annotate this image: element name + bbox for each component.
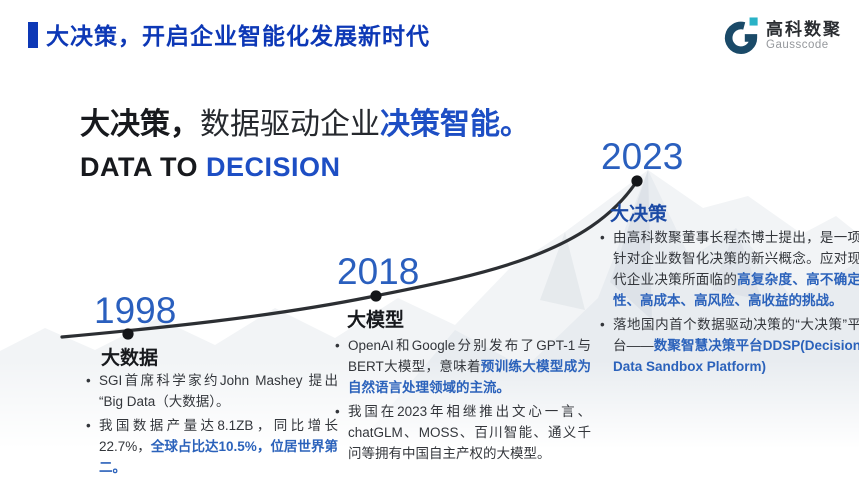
hero-line1-seg2: 数据驱动企业 [200, 108, 380, 141]
milestone-bullets-2023: 由高科数聚董事长程杰博士提出，是一项针对企业数智化决策的新兴概念。应对现代企业决… [598, 227, 859, 380]
list-item: OpenAI和Google分别发布了GPT-1与BERT大模型，意味着预训练大模… [333, 335, 591, 398]
header-accent-bar [28, 22, 38, 48]
mountain-facet-3 [540, 232, 585, 310]
milestone-dot-2018 [370, 290, 382, 302]
list-item: 我国数据产量达8.1ZB，同比增长22.7%，全球占比达10.5%，位居世界第二… [84, 415, 338, 478]
bullet-text: OpenAI和Google分别发布了GPT-1与BERT大模型，意味着 [348, 338, 591, 374]
bullet-text: 我国数据产量达8.1ZB，同比增长22.7%， [99, 418, 338, 454]
milestone-year-2018: 2018 [337, 251, 420, 292]
growth-curve [60, 179, 639, 339]
milestone-dot-1998 [122, 328, 134, 340]
page-title: 大决策，开启企业智能化发展新时代 [46, 23, 430, 49]
hero-line1-seg1: 大决策， [80, 108, 200, 141]
milestone-year-1998: 1998 [94, 290, 177, 331]
list-item: 我国在2023年相继推出文心一言、chatGLM、MOSS、百川智能、通义千问等… [333, 401, 591, 464]
milestone-title-1998: 大数据 [101, 348, 159, 369]
bullet-text: SGI首席科学家约John Mashey 提出 “Big Data（大数据）。 [99, 373, 338, 409]
milestone-dot-2023 [631, 175, 643, 187]
hero-line2-seg1: DATA TO [80, 151, 206, 182]
bullet-highlight: 高复杂度、高不确定性、高成本、高风险、高收益的挑战。 [613, 272, 859, 308]
bullet-highlight: 全球占比达10.5%，位居世界第二。 [99, 439, 339, 475]
bullet-highlight: 数聚智慧决策平台DDSP(Decision Data Sandbox Platf… [613, 338, 859, 374]
gausscode-logo-icon [724, 17, 758, 54]
brand-subname: Gausscode [766, 38, 829, 51]
brand-logo-text: 高科数聚 Gausscode [766, 21, 842, 51]
brand-logo: 高科数聚 Gausscode [722, 17, 842, 55]
list-item: 由高科数聚董事长程杰博士提出，是一项针对企业数智化决策的新兴概念。应对现代企业决… [598, 227, 859, 311]
bullet-text: 由高科数聚董事长程杰博士提出，是一项针对企业数智化决策的新兴概念。应对现代企业决… [613, 230, 859, 287]
hero-line1-seg3: 决策智能。 [380, 108, 530, 141]
milestone-bullets-1998: SGI首席科学家约John Mashey 提出 “Big Data（大数据）。 … [84, 370, 338, 478]
milestone-title-2023: 大决策 [610, 204, 668, 225]
milestone-year-2023: 2023 [601, 136, 684, 177]
milestone-title-2018: 大模型 [347, 310, 405, 331]
brand-name: 高科数聚 [766, 20, 842, 40]
bullet-text: 落地国内首个数据驱动决策的“大决策”平台—— [613, 317, 859, 353]
milestone-bullets-2018: OpenAI和Google分别发布了GPT-1与BERT大模型，意味着预训练大模… [333, 335, 591, 467]
hero-line2: DATA TO DECISION [80, 151, 530, 183]
bullet-text: 我国在2023年相继推出文心一言、chatGLM、MOSS、百川智能、通义千问等… [348, 404, 591, 461]
list-item: 落地国内首个数据驱动决策的“大决策”平台——数聚智慧决策平台DDSP(Decis… [598, 314, 859, 377]
list-item: SGI首席科学家约John Mashey 提出 “Big Data（大数据）。 [84, 370, 338, 412]
bullet-highlight: 预训练大模型成为自然语言处理领域的主流。 [348, 359, 592, 395]
hero-headline: 大决策，数据驱动企业决策智能。 DATA TO DECISION [80, 106, 530, 183]
hero-line2-seg2: DECISION [206, 151, 341, 182]
hero-line1: 大决策，数据驱动企业决策智能。 [80, 106, 530, 144]
